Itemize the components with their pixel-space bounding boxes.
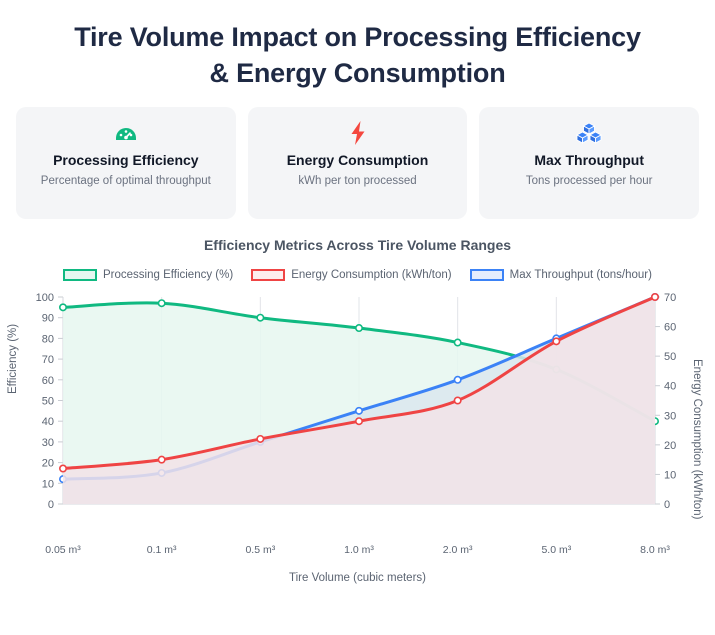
data-point-marker[interactable] xyxy=(552,337,561,346)
data-point-marker[interactable] xyxy=(157,299,166,308)
x-axis-tick-label: 1.0 m³ xyxy=(344,544,374,557)
page-title-line2: & Energy Consumption xyxy=(209,57,506,88)
data-point-marker[interactable] xyxy=(354,417,363,426)
metric-card-subtitle: Percentage of optimal throughput xyxy=(40,175,211,188)
y-tick-label-left: 60 xyxy=(42,375,54,387)
legend-label: Max Throughput (tons/hour) xyxy=(509,269,652,282)
y-tick-label-right: 20 xyxy=(664,440,676,452)
legend-swatch-green xyxy=(63,269,98,282)
metric-card-energy-consumption[interactable]: Energy Consumption kWh per ton processed xyxy=(247,107,468,220)
y-tick-label-right: 10 xyxy=(664,470,676,482)
legend-item-energy-consumption[interactable]: Energy Consumption (kWh/ton) xyxy=(251,269,452,282)
y-tick-label-left: 50 xyxy=(42,396,54,408)
y-tick-label-left: 100 xyxy=(36,292,54,304)
y-tick-label-right: 30 xyxy=(664,411,676,423)
y-tick-label-left: 90 xyxy=(42,313,54,325)
y-tick-label-right: 70 xyxy=(664,292,676,304)
data-point-marker[interactable] xyxy=(453,396,462,405)
chart-legend: Processing Efficiency (%) Energy Consump… xyxy=(0,269,715,282)
series-area xyxy=(63,297,655,505)
data-point-marker[interactable] xyxy=(354,407,363,416)
data-point-marker[interactable] xyxy=(256,313,265,322)
plot-area: 0 10 20 30 40 50 60 70 80 90 100 0 10 20 30 40 50 60 70 Ef… xyxy=(0,289,715,544)
data-point-marker[interactable] xyxy=(453,338,462,347)
y-tick-label-left: 40 xyxy=(42,416,54,428)
legend-swatch-red xyxy=(251,269,286,282)
x-axis-title: Tire Volume (cubic meters) xyxy=(289,572,426,585)
legend-label: Energy Consumption (kWh/ton) xyxy=(291,269,452,282)
data-point-marker[interactable] xyxy=(58,464,67,473)
metric-card-title: Max Throughput xyxy=(534,152,644,169)
data-point-marker[interactable] xyxy=(650,293,659,302)
y-tick-label-right: 60 xyxy=(664,322,676,334)
metric-card-title: Energy Consumption xyxy=(286,152,429,169)
stacked-boxes-icon xyxy=(489,120,689,146)
x-axis-tick-label: 0.05 m³ xyxy=(45,544,81,557)
data-point-marker[interactable] xyxy=(256,435,265,444)
y-axis-left-title: Efficiency (%) xyxy=(7,324,19,395)
x-axis-tick-label: 0.1 m³ xyxy=(146,544,177,557)
data-point-marker[interactable] xyxy=(354,324,363,333)
y-tick-label-left: 10 xyxy=(42,479,54,491)
x-axis-tick-label: 5.0 m³ xyxy=(541,544,572,557)
data-point-marker[interactable] xyxy=(58,303,67,312)
metric-card-processing-efficiency[interactable]: Processing Efficiency Percentage of opti… xyxy=(16,107,236,220)
x-axis-tick-label: 2.0 m³ xyxy=(442,544,473,557)
metric-card-subtitle: Tons processed per hour xyxy=(525,175,653,188)
data-point-marker[interactable] xyxy=(157,455,166,464)
y-tick-label-right: 40 xyxy=(664,381,676,393)
x-axis-tick-label: 8.0 m³ xyxy=(640,544,670,557)
legend-item-max-throughput[interactable]: Max Throughput (tons/hour) xyxy=(469,269,652,282)
page-title-line1: Tire Volume Impact on Processing Efficie… xyxy=(74,22,641,52)
y-tick-label-left: 80 xyxy=(42,334,54,346)
metric-cards: Processing Efficiency Percentage of opti… xyxy=(0,91,715,220)
gauge-icon xyxy=(26,120,226,146)
chart-title: Efficiency Metrics Across Tire Volume Ra… xyxy=(203,237,512,254)
y-tick-label-left: 20 xyxy=(42,458,54,470)
lightning-bolt-icon xyxy=(258,120,458,146)
metric-card-max-throughput[interactable]: Max Throughput Tons processed per hour xyxy=(479,107,700,220)
y-tick-label-right: 0 xyxy=(664,499,670,511)
y-tick-label-left: 70 xyxy=(42,354,54,366)
x-axis-tick-labels: 0.05 m³ 0.1 m³ 0.5 m³ 1.0 m³ 2.0 m³ 5.0 m³ 8.0… xyxy=(0,544,715,562)
metric-card-subtitle: kWh per ton processed xyxy=(298,175,417,188)
y-axis-right-title: Energy Consumption (kWh/ton) xyxy=(691,359,703,520)
y-tick-label-right: 50 xyxy=(664,351,676,363)
y-tick-label-left: 30 xyxy=(42,437,54,449)
legend-label: Processing Efficiency (%) xyxy=(103,269,234,282)
metric-card-title: Processing Efficiency xyxy=(53,152,199,169)
legend-item-processing-efficiency[interactable]: Processing Efficiency (%) xyxy=(63,269,234,282)
page-title: Tire Volume Impact on Processing Efficie… xyxy=(0,0,715,91)
chart-container: Efficiency Metrics Across Tire Volume Ra… xyxy=(0,237,715,584)
legend-swatch-blue xyxy=(469,269,504,282)
chart-svg[interactable]: 0 10 20 30 40 50 60 70 80 90 100 0 10 20 30 40 50 60 70 xyxy=(0,289,715,521)
x-axis-tick-label: 0.5 m³ xyxy=(245,544,276,557)
y-tick-label-left: 0 xyxy=(48,499,54,511)
data-point-marker[interactable] xyxy=(453,376,462,385)
